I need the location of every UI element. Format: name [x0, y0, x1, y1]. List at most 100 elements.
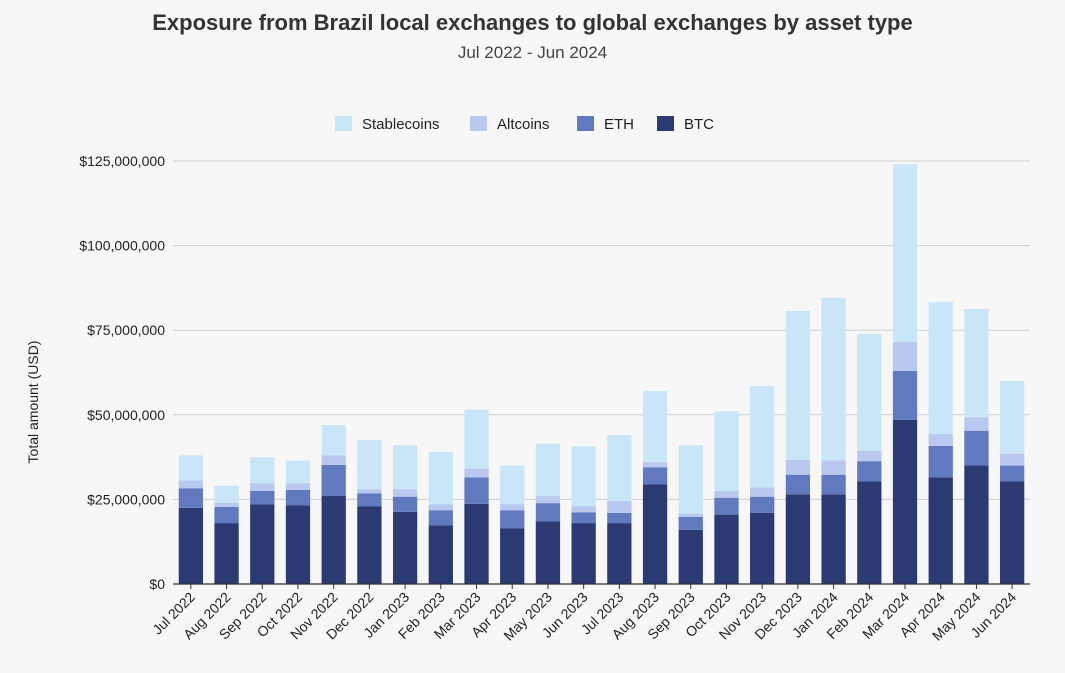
legend-swatch-btc: [657, 116, 674, 131]
bar-btc-jun-2023: [571, 523, 596, 584]
bar-stablecoins-oct-2023: [714, 411, 739, 491]
bar-btc-sep-2022: [250, 504, 275, 584]
bar-eth-mar-2023: [464, 477, 489, 504]
bar-btc-apr-2024: [928, 477, 953, 584]
bar-btc-feb-2023: [428, 525, 453, 584]
bar-altcoins-nov-2023: [750, 487, 775, 497]
bar-stablecoins-jul-2022: [178, 455, 203, 481]
bar-altcoins-jan-2024: [821, 460, 846, 475]
bar-btc-sep-2023: [678, 529, 703, 584]
bar-eth-feb-2023: [428, 510, 453, 526]
bar-stablecoins-nov-2022: [321, 424, 346, 456]
bar-altcoins-jun-2023: [571, 506, 596, 513]
bar-stablecoins-sep-2023: [678, 445, 703, 514]
bar-stablecoins-may-2023: [535, 443, 561, 496]
bar-btc-jan-2023: [392, 511, 418, 584]
bar-stablecoins-jun-2024: [1000, 380, 1025, 454]
bar-btc-mar-2023: [464, 503, 489, 584]
bar-stablecoins-oct-2022: [285, 460, 311, 484]
chart-title: Exposure from Brazil local exchanges to …: [152, 10, 913, 35]
y-tick-label: $50,000,000: [87, 407, 165, 423]
bar-eth-aug-2023: [642, 467, 668, 485]
bar-eth-sep-2023: [678, 516, 703, 530]
legend-label-btc: BTC: [684, 116, 714, 133]
bar-stablecoins-sep-2022: [250, 457, 275, 484]
bar-altcoins-may-2024: [964, 417, 989, 431]
bar-btc-dec-2023: [785, 494, 811, 584]
bar-btc-jul-2023: [607, 523, 632, 584]
legend-swatch-eth: [577, 116, 594, 131]
bar-stablecoins-apr-2023: [500, 465, 525, 505]
bar-stablecoins-aug-2022: [214, 485, 239, 503]
bar-stablecoins-mar-2024: [892, 164, 918, 343]
bar-stablecoins-jan-2023: [392, 445, 418, 490]
bar-stablecoins-mar-2023: [464, 409, 489, 469]
bar-eth-nov-2022: [321, 464, 346, 497]
bar-stablecoins-jan-2024: [821, 297, 846, 461]
bar-btc-nov-2023: [750, 512, 775, 584]
bar-eth-jan-2024: [821, 474, 846, 495]
bar-eth-jun-2023: [571, 512, 596, 524]
chart-subtitle: Jul 2022 - Jun 2024: [457, 43, 608, 62]
legend-label-altcoins: Altcoins: [497, 116, 550, 133]
bar-stablecoins-dec-2022: [357, 440, 382, 490]
bar-btc-aug-2023: [642, 484, 668, 584]
bar-stablecoins-apr-2024: [928, 302, 953, 435]
bar-altcoins-nov-2022: [321, 455, 346, 465]
y-tick-label: $100,000,000: [79, 238, 165, 254]
bar-eth-jun-2024: [1000, 465, 1025, 482]
bar-eth-apr-2024: [928, 445, 953, 478]
bar-btc-jan-2024: [821, 494, 846, 584]
bar-altcoins-jan-2023: [392, 489, 418, 497]
bar-eth-jul-2023: [607, 512, 632, 524]
y-tick-label: $25,000,000: [87, 491, 165, 507]
y-axis-label: Total amount (USD): [25, 341, 41, 464]
bar-altcoins-apr-2023: [500, 504, 525, 511]
bar-stablecoins-may-2024: [964, 308, 989, 418]
bar-stablecoins-feb-2024: [857, 333, 882, 451]
bar-eth-may-2024: [964, 430, 989, 466]
bar-eth-jan-2023: [392, 496, 418, 512]
bar-stablecoins-aug-2023: [642, 391, 668, 463]
bar-eth-oct-2023: [714, 497, 739, 515]
bar-altcoins-dec-2022: [357, 489, 382, 494]
bar-stablecoins-jul-2023: [607, 435, 632, 502]
y-tick-label: $125,000,000: [79, 153, 165, 169]
bar-btc-apr-2023: [500, 528, 525, 584]
bar-eth-feb-2024: [857, 461, 882, 482]
bar-eth-aug-2022: [214, 506, 239, 524]
bar-altcoins-apr-2024: [928, 434, 953, 446]
bar-btc-oct-2023: [714, 514, 739, 584]
bar-stablecoins-jun-2023: [571, 446, 596, 507]
bar-eth-sep-2022: [250, 490, 275, 505]
bar-btc-may-2023: [535, 521, 561, 584]
bar-eth-apr-2023: [500, 510, 525, 529]
bar-altcoins-jun-2024: [1000, 453, 1025, 466]
y-tick-label: $75,000,000: [87, 322, 165, 338]
bar-eth-mar-2024: [892, 370, 918, 420]
bar-altcoins-mar-2023: [464, 468, 489, 478]
bar-btc-may-2024: [964, 465, 989, 584]
bar-btc-feb-2024: [857, 481, 882, 584]
bar-altcoins-aug-2022: [214, 502, 239, 507]
bar-btc-oct-2022: [285, 505, 311, 584]
bar-eth-oct-2022: [285, 489, 311, 506]
bar-btc-mar-2024: [892, 419, 918, 584]
bar-btc-jun-2024: [1000, 481, 1025, 584]
bar-btc-nov-2022: [321, 496, 346, 584]
bar-stablecoins-feb-2023: [428, 452, 453, 505]
bar-altcoins-dec-2023: [785, 459, 811, 475]
legend-swatch-altcoins: [470, 116, 487, 131]
bar-altcoins-oct-2023: [714, 490, 739, 498]
bar-btc-jul-2022: [178, 507, 203, 584]
bar-altcoins-feb-2023: [428, 504, 453, 511]
bar-eth-jul-2022: [178, 488, 203, 508]
bar-altcoins-sep-2023: [678, 513, 703, 517]
y-tick-label: $0: [149, 576, 165, 592]
bar-stablecoins-dec-2023: [785, 310, 811, 460]
bar-altcoins-may-2023: [535, 495, 561, 504]
bar-altcoins-feb-2024: [857, 450, 882, 462]
bar-altcoins-sep-2022: [250, 483, 275, 491]
